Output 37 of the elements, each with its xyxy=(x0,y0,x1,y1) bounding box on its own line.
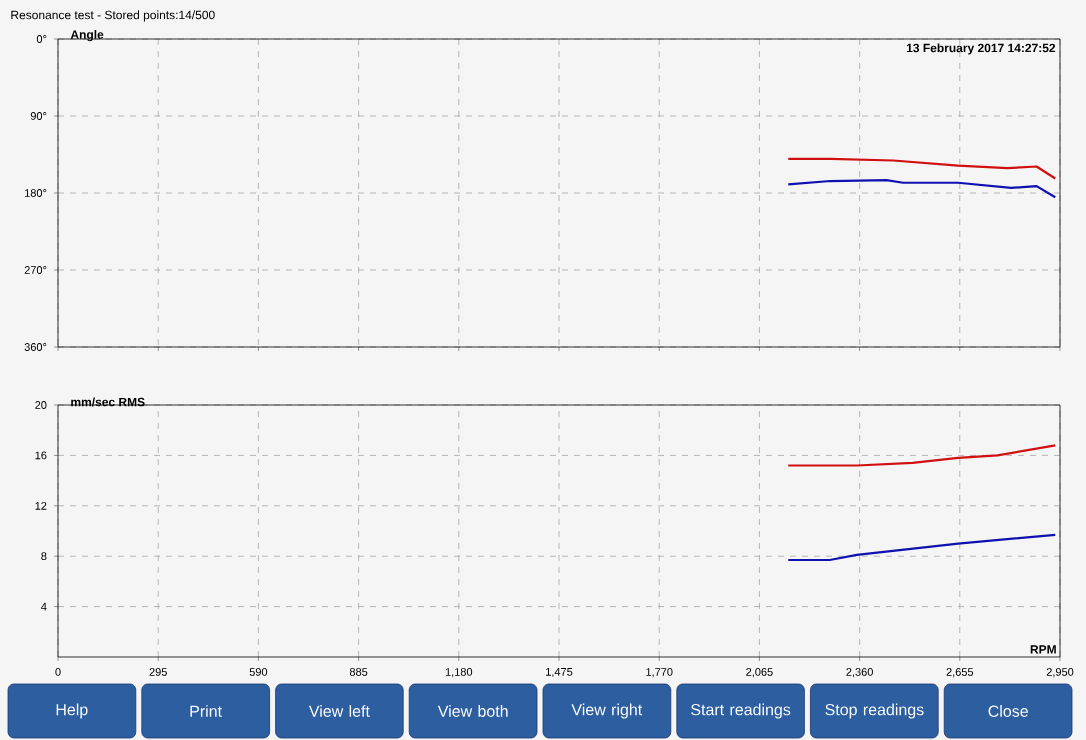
x-axis-title: RPM xyxy=(1030,645,1056,654)
text: View both xyxy=(437,705,508,717)
text: Print xyxy=(190,705,222,717)
y-tick-label: 90° xyxy=(30,112,47,120)
y-tick-label: 0° xyxy=(36,35,47,43)
x-tick-label: 2,655 xyxy=(946,668,974,678)
x-tick-label: 2,360 xyxy=(846,668,873,678)
y-tick-label: 360° xyxy=(24,343,47,351)
text: Help xyxy=(56,703,88,719)
y-axis-title: mm/sec RMS xyxy=(71,397,145,407)
line-series xyxy=(787,157,1057,180)
x-tick-label: 2,065 xyxy=(746,668,773,678)
y-tick-label: 20 xyxy=(35,401,47,409)
y-tick-label: 270° xyxy=(24,266,47,274)
chart-title: Resonance test - Stored points:14/500 xyxy=(11,10,215,22)
x-tick-label: 1,180 xyxy=(445,668,473,678)
text: Stop readings xyxy=(825,703,924,719)
y-tick-label: 12 xyxy=(35,501,47,510)
line-series xyxy=(787,533,1057,562)
text: View right xyxy=(571,703,643,719)
x-tick-label: 2,950 xyxy=(1046,668,1074,678)
annotation: 13 February 2017 14:27:52 xyxy=(906,43,1056,55)
x-tick-label: 295 xyxy=(149,668,167,676)
y-axis-title: Angle xyxy=(70,29,104,42)
text: Close xyxy=(988,705,1028,717)
text: View left xyxy=(308,705,370,717)
y-tick-label: 16 xyxy=(35,451,47,460)
x-tick-label: 1,475 xyxy=(546,668,573,678)
text: Start readings xyxy=(691,703,791,719)
x-tick-label: 0 xyxy=(55,668,61,676)
x-tick-label: 885 xyxy=(349,668,368,676)
y-tick-label: 8 xyxy=(41,552,47,561)
y-tick-label: 180° xyxy=(25,189,47,197)
y-tick-label: 4 xyxy=(41,602,47,611)
line-series xyxy=(787,179,1057,199)
x-tick-label: 1,770 xyxy=(646,668,673,678)
x-tick-label: 590 xyxy=(249,668,268,676)
